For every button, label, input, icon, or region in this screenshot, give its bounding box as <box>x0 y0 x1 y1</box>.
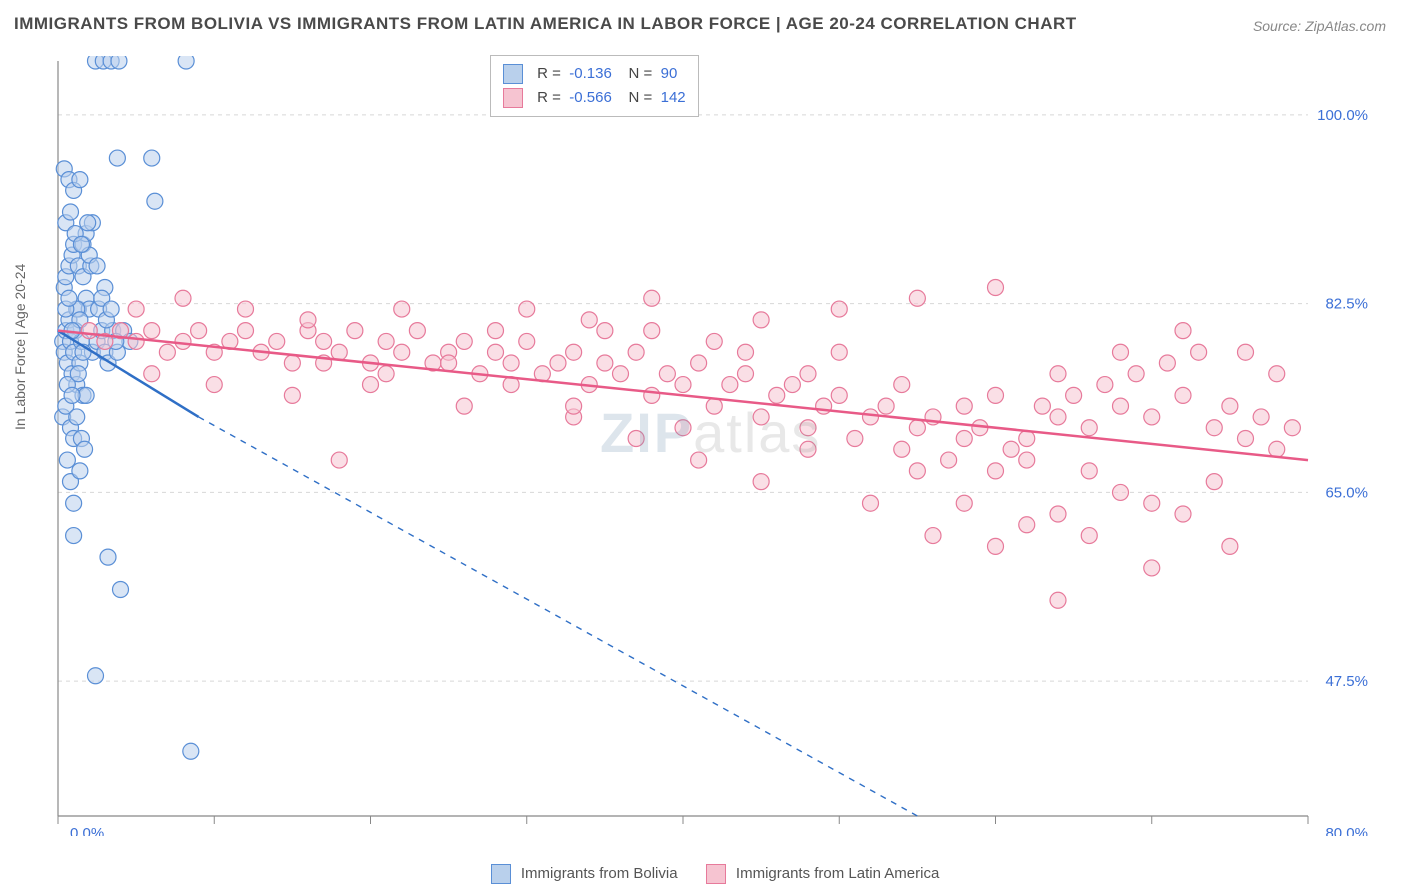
legend-label-2: Immigrants from Latin America <box>736 865 939 882</box>
legend-swatch-1-icon <box>491 864 511 884</box>
scatter-chart-svg: 47.5% 65.0% 82.5% 100.0% 0.0% 80.0% <box>48 56 1388 836</box>
chart-area: 47.5% 65.0% 82.5% 100.0% 0.0% 80.0% <box>48 56 1388 836</box>
r-label: R = <box>537 89 561 106</box>
legend-swatch-2-icon <box>706 864 726 884</box>
n-value-2: 142 <box>661 89 686 106</box>
stats-row-2: R = -0.566 N = 142 <box>503 86 686 110</box>
n-value-1: 90 <box>661 65 678 82</box>
r-value-2: -0.566 <box>569 89 612 106</box>
r-value-1: -0.136 <box>569 65 612 82</box>
r-label: R = <box>537 65 561 82</box>
swatch-series2-icon <box>503 88 523 108</box>
y-axis-label: In Labor Force | Age 20-24 <box>12 264 28 430</box>
bottom-legend: Immigrants from Bolivia Immigrants from … <box>0 864 1406 884</box>
svg-text:65.0%: 65.0% <box>1325 484 1368 501</box>
svg-text:82.5%: 82.5% <box>1325 296 1368 313</box>
svg-text:100.0%: 100.0% <box>1317 107 1368 124</box>
stats-row-1: R = -0.136 N = 90 <box>503 62 686 86</box>
chart-title: IMMIGRANTS FROM BOLIVIA VS IMMIGRANTS FR… <box>14 14 1077 34</box>
svg-text:80.0%: 80.0% <box>1325 825 1368 836</box>
n-label: N = <box>629 89 653 106</box>
swatch-series1-icon <box>503 64 523 84</box>
stats-legend-box: R = -0.136 N = 90 R = -0.566 N = 142 <box>490 55 699 117</box>
svg-text:47.5%: 47.5% <box>1325 673 1368 690</box>
source-attribution: Source: ZipAtlas.com <box>1253 18 1386 34</box>
svg-text:0.0%: 0.0% <box>70 825 104 836</box>
legend-label-1: Immigrants from Bolivia <box>521 865 678 882</box>
n-label: N = <box>629 65 653 82</box>
